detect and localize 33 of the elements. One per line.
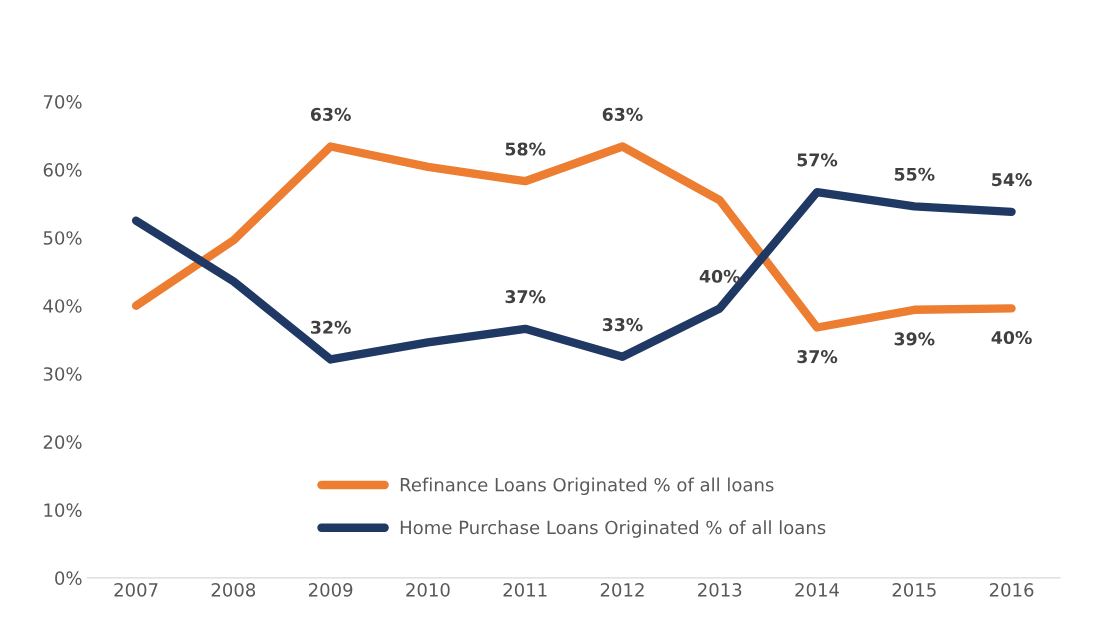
y-tick-label: 10% — [44, 503, 82, 517]
data-label: 58% — [505, 142, 546, 156]
legend-label: Refinance Loans Originated % of all loans — [400, 477, 774, 496]
data-label: 57% — [797, 153, 838, 167]
y-tick-label: 40% — [43, 299, 82, 313]
data-label: 54% — [992, 173, 1032, 187]
data-label: 37% — [505, 290, 546, 304]
data-label: 63% — [310, 107, 351, 121]
legend-label: Home Purchase Loans Originated % of all loans — [400, 520, 826, 538]
y-tick-label: 50% — [43, 231, 82, 245]
y-tick-label: 60% — [43, 163, 82, 177]
x-tick-label: 2010 — [406, 583, 450, 597]
x-tick-label: 2009 — [308, 583, 353, 597]
x-tick-label: 2015 — [892, 583, 936, 597]
y-tick-label: 30% — [43, 367, 82, 381]
data-label: 55% — [894, 167, 935, 181]
data-label: 40% — [991, 330, 1032, 345]
x-tick-label: 2012 — [600, 583, 644, 597]
x-tick-label: 2016 — [989, 583, 1034, 597]
data-label: 63% — [602, 107, 643, 121]
data-label: 39% — [894, 332, 935, 346]
data-label: 37% — [797, 350, 838, 364]
x-tick-label: 2007 — [114, 583, 158, 597]
x-tick-label: 2011 — [503, 583, 547, 597]
data-label: 32% — [311, 320, 351, 334]
y-tick-label: 20% — [43, 435, 82, 449]
x-tick-label: 2014 — [795, 583, 839, 597]
data-label: 40% — [699, 269, 740, 283]
data-label: 33% — [602, 318, 643, 332]
y-tick-label: 70% — [43, 95, 82, 109]
x-tick-label: 2008 — [211, 583, 256, 597]
y-tick-label: 0% — [55, 571, 82, 585]
x-tick-label: 2013 — [698, 583, 742, 597]
